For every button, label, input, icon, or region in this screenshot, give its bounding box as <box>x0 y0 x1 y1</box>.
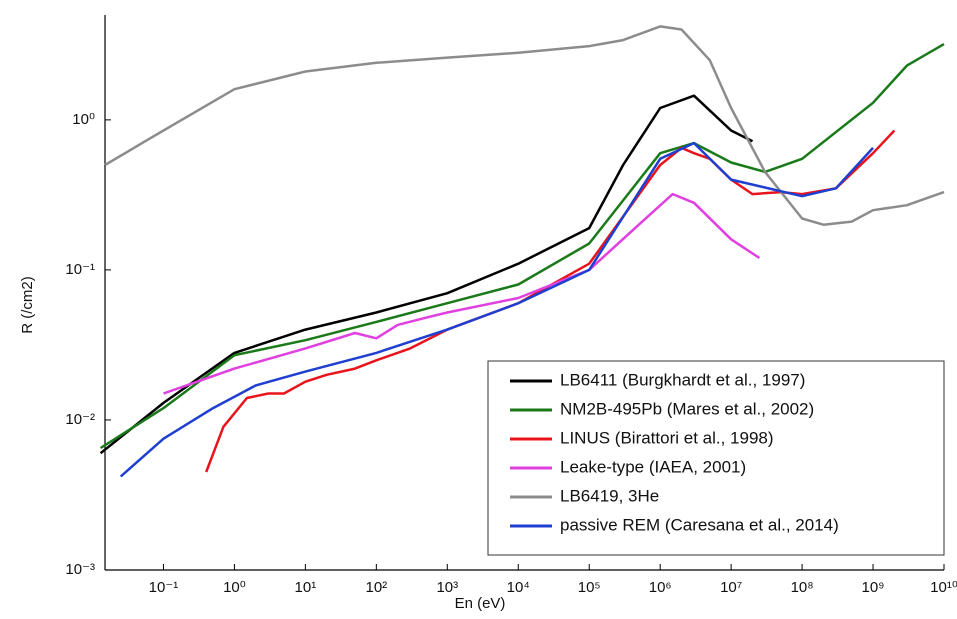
x-tick-label: 10⁴ <box>507 579 530 596</box>
series-line <box>104 25 945 226</box>
legend-label: LINUS (Birattori et al., 1998) <box>560 428 774 447</box>
legend-label: LB6419, 3He <box>560 486 659 505</box>
x-tick-label: 10⁹ <box>861 579 884 596</box>
x-tick-label: 10¹ <box>295 579 317 596</box>
series-line <box>99 94 754 455</box>
x-tick-label: 10¹⁰ <box>930 579 957 596</box>
x-tick-label: 10⁵ <box>578 579 601 596</box>
series-line <box>119 141 874 478</box>
y-tick-label: 10⁻³ <box>65 561 95 578</box>
x-tick-label: 10³ <box>436 579 458 596</box>
legend-box <box>487 360 945 556</box>
legend-label: Leake-type (IAEA, 2001) <box>560 457 746 476</box>
y-tick-label: 10⁻¹ <box>65 261 95 278</box>
legend-label: LB6411 (Burgkhardt et al., 1997) <box>560 370 805 389</box>
legend-label: passive REM (Caresana et al., 2014) <box>560 515 839 534</box>
x-tick-label: 10⁷ <box>720 579 742 596</box>
y-axis-label: R (/cm2) <box>19 276 36 334</box>
series-line <box>163 192 761 395</box>
y-tick-label: 10⁰ <box>72 111 95 128</box>
series-line <box>99 43 945 450</box>
x-tick-label: 10⁰ <box>223 579 246 596</box>
x-axis-label: En (eV) <box>455 595 506 612</box>
x-tick-label: 10⁻¹ <box>149 579 179 596</box>
x-tick-label: 10⁶ <box>649 579 672 596</box>
legend-label: NM2B-495Pb (Mares et al., 2002) <box>560 399 814 418</box>
x-tick-label: 10² <box>365 579 387 596</box>
y-tick-label: 10⁻² <box>65 411 95 428</box>
x-tick-label: 10⁸ <box>791 579 814 596</box>
